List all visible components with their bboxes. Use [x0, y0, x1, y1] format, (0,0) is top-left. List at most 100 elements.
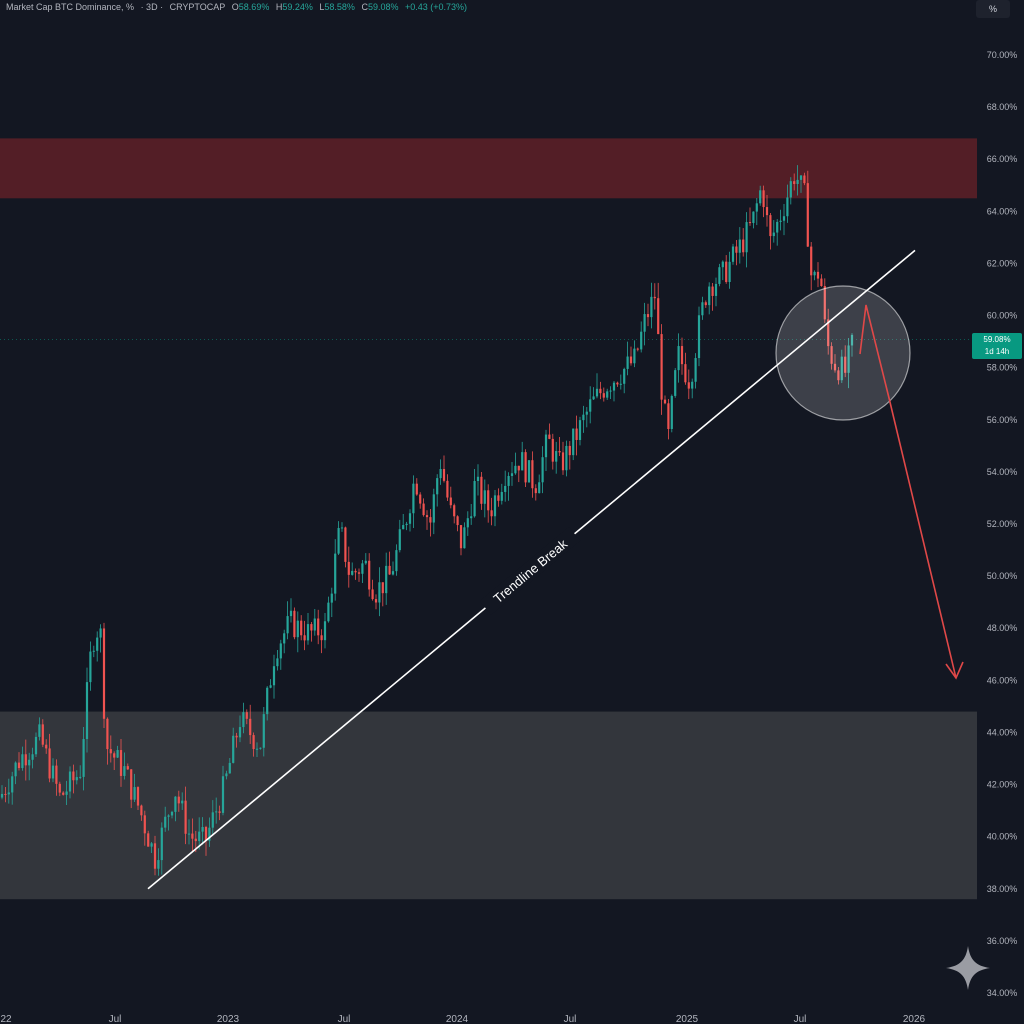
candle-body — [473, 481, 476, 517]
candle-body — [68, 771, 72, 792]
candle-body — [636, 348, 639, 350]
candle-body — [153, 843, 157, 869]
resistance-zone[interactable] — [0, 138, 977, 199]
candle-body — [72, 771, 75, 781]
projection-arrow[interactable] — [859, 304, 957, 679]
candle-body — [816, 271, 820, 279]
candle-body — [657, 298, 660, 335]
candle-body — [711, 286, 714, 296]
candle-body — [459, 525, 463, 549]
candle-body — [517, 465, 520, 471]
candle-body — [269, 685, 272, 688]
candle-body — [847, 345, 850, 373]
candle-body — [555, 451, 558, 462]
candle-body — [558, 451, 561, 453]
candle-body — [191, 833, 194, 839]
candle-body — [351, 570, 354, 575]
annotation-layer[interactable] — [775, 285, 964, 680]
candle-body — [735, 246, 738, 253]
candle-body — [762, 190, 765, 208]
projection-arrowhead — [945, 661, 964, 680]
low-value: 58.58% — [324, 2, 355, 12]
candle-body — [259, 747, 262, 749]
candle-body — [317, 618, 320, 636]
y-tick-label: 44.00% — [987, 727, 1018, 737]
candle-body — [514, 465, 517, 474]
candle-body — [419, 494, 422, 504]
y-axis[interactable]: 70.00% 68.00% 66.00% 64.00% 62.00% 60.00% 58.0… — [987, 50, 1018, 998]
candle-body — [34, 736, 38, 755]
candle-body — [150, 843, 153, 847]
candle-body — [21, 754, 24, 769]
candle-body — [810, 246, 813, 276]
symbol-name[interactable]: Market Cap BTC Dominance, % — [6, 2, 135, 12]
candle-body — [453, 505, 456, 517]
candle-body — [582, 414, 585, 421]
x-tick-label: Jul — [338, 1014, 351, 1024]
candle-body — [204, 827, 208, 841]
candle-body — [504, 485, 507, 492]
candle-body — [510, 473, 514, 476]
support-zone[interactable] — [0, 711, 977, 900]
candle-body — [330, 593, 333, 603]
candle-body — [327, 602, 330, 622]
candle-body — [708, 286, 711, 306]
candle-body — [402, 525, 405, 530]
candle-body — [303, 635, 306, 641]
candle-body — [565, 445, 568, 471]
candle-body — [606, 391, 609, 398]
candle-body — [337, 528, 340, 554]
candle-body — [344, 527, 347, 562]
candle-body — [99, 628, 102, 638]
candle-body — [395, 550, 398, 572]
current-price-value: 59.08% — [983, 335, 1011, 344]
candle-body — [643, 314, 646, 332]
y-tick-label: 66.00% — [987, 154, 1018, 164]
x-axis[interactable]: 22 Jul 2023 Jul 2024 Jul 2025 Jul 2026 — [0, 1014, 925, 1024]
candle-body — [446, 480, 449, 498]
candle-body — [830, 346, 833, 364]
candle-body — [306, 624, 310, 641]
candle-body — [255, 748, 259, 750]
candle-body — [378, 582, 381, 603]
candle-body — [561, 452, 565, 471]
candle-body — [408, 513, 412, 524]
candle-body — [232, 735, 235, 763]
candle-body — [568, 445, 571, 456]
candle-body — [283, 633, 286, 644]
candle-body — [17, 762, 21, 769]
candle-body — [609, 390, 612, 392]
candle-body — [320, 635, 323, 641]
candle-body — [595, 388, 599, 397]
candle-body — [456, 516, 459, 526]
candle-body — [755, 203, 758, 212]
candle-body — [466, 518, 469, 528]
candle-body — [820, 278, 823, 287]
sparkle-icon — [946, 946, 990, 990]
candle-body — [521, 452, 524, 471]
percent-scale-button[interactable]: % — [976, 0, 1010, 18]
candle-body — [249, 718, 252, 736]
candle-body — [116, 750, 119, 758]
y-tick-label: 36.00% — [987, 936, 1018, 946]
x-tick-label: Jul — [794, 1014, 807, 1024]
interval-label[interactable]: · 3D · — [140, 2, 164, 12]
candle-body — [663, 399, 667, 404]
source-label: CRYPTOCAP — [169, 2, 226, 12]
candle-body — [381, 582, 384, 594]
zones-layer — [0, 138, 977, 900]
candle-body — [109, 749, 112, 754]
candle-body — [391, 571, 395, 575]
candle-body — [476, 476, 480, 482]
candle-body — [585, 411, 588, 415]
candle-body — [79, 776, 82, 778]
candle-body — [140, 805, 143, 816]
candle-body — [262, 714, 265, 748]
symbol-legend: Market Cap BTC Dominance, % · 3D · CRYPT… — [6, 2, 467, 16]
candle-body — [364, 560, 367, 564]
candle-body — [85, 682, 89, 740]
low-label: L — [319, 2, 325, 12]
breakdown-highlight-circle[interactable] — [775, 285, 911, 421]
candle-body — [0, 793, 4, 798]
